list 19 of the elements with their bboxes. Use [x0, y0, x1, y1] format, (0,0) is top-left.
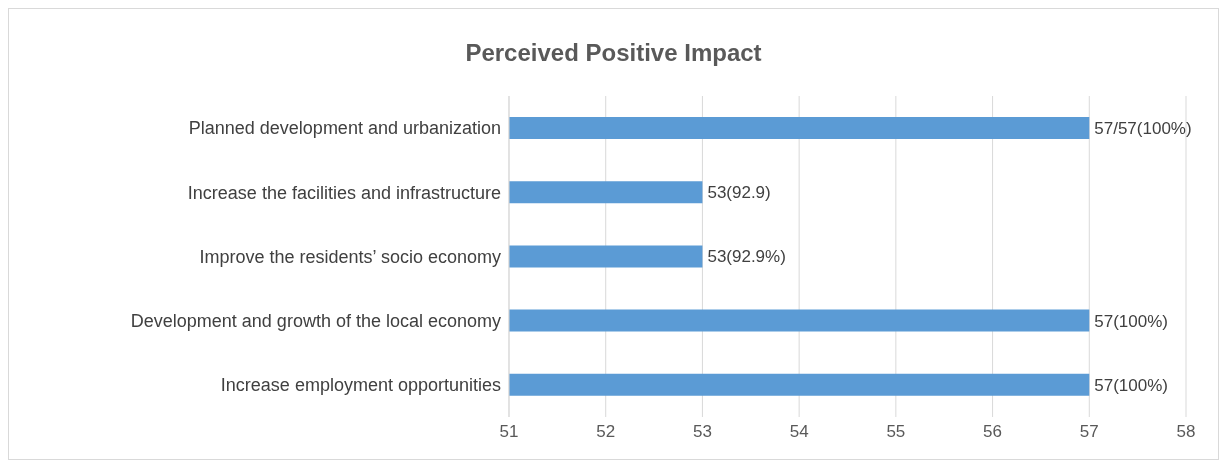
- x-tick-label: 55: [886, 422, 906, 442]
- x-tick-label: 53: [692, 422, 712, 442]
- data-label: 53(92.9): [707, 183, 771, 203]
- x-tick-label: 57: [1079, 422, 1099, 442]
- x-tick-label: 54: [789, 422, 809, 442]
- y-tick-label: Planned development and urbanization: [188, 118, 501, 139]
- x-tick-label: 52: [596, 422, 616, 442]
- y-tick-label: Increase the facilities and infrastructure: [187, 182, 501, 203]
- data-label: 57/57(100%): [1094, 119, 1192, 139]
- x-tick-label: 58: [1176, 422, 1196, 442]
- x-tick-label: 56: [983, 422, 1003, 442]
- y-tick-label: Development and growth of the local economy: [130, 311, 501, 332]
- data-label: 57(100%): [1094, 375, 1168, 395]
- x-tick-label: 51: [499, 422, 519, 442]
- y-tick-label: Improve the residents’ socio economy: [199, 246, 501, 267]
- data-label: 53(92.9%): [707, 247, 786, 267]
- data-label: 57(100%): [1094, 311, 1168, 331]
- chart-title: Perceived Positive Impact: [464, 38, 763, 68]
- y-tick-label: Increase employment opportunities: [220, 375, 501, 396]
